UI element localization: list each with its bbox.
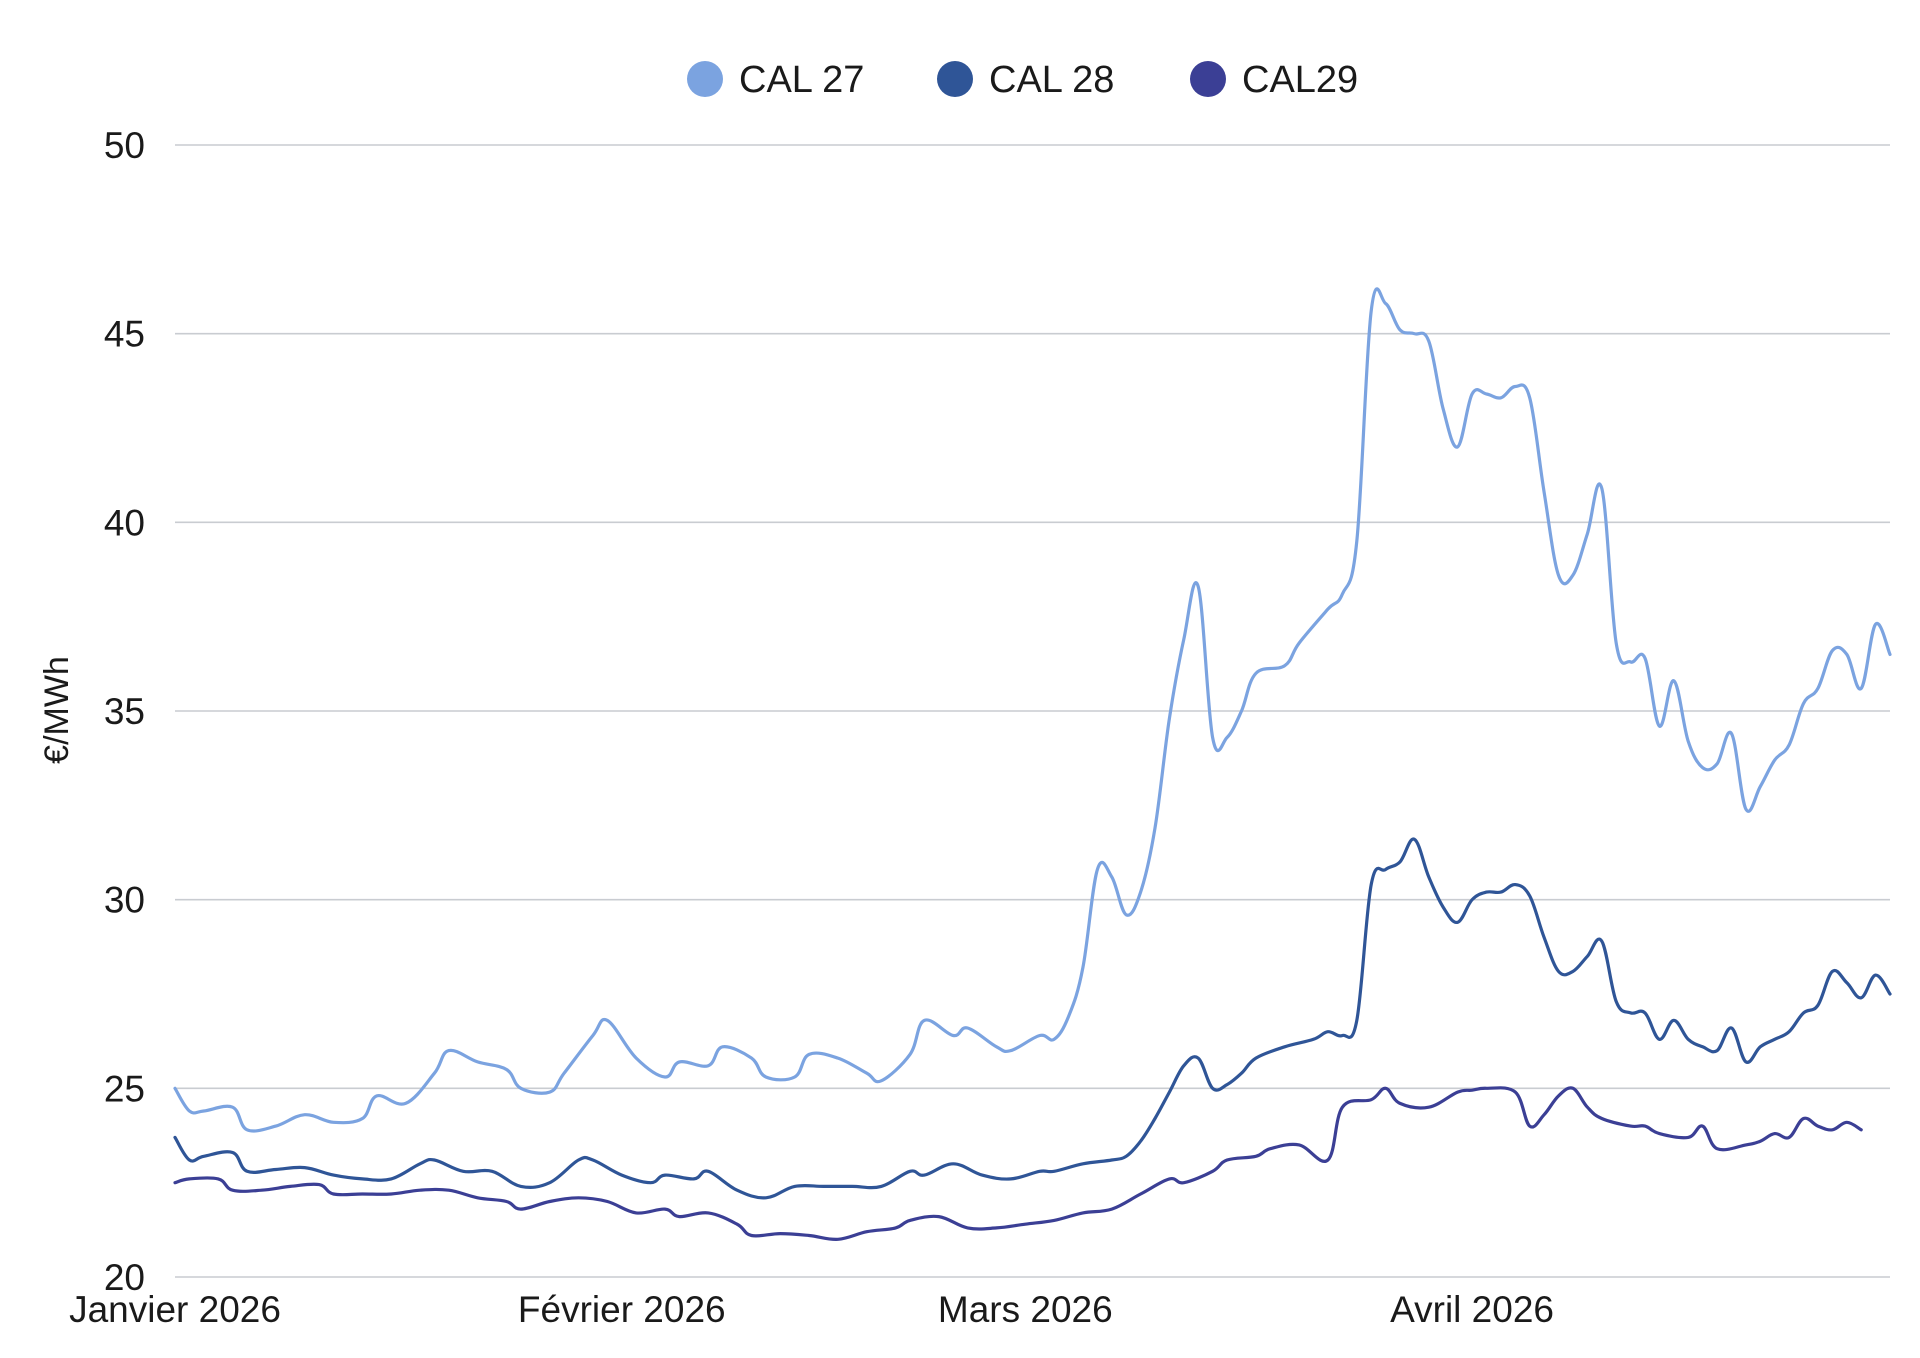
x-tick-label: Mars 2026 [938, 1289, 1113, 1330]
gridlines [175, 144, 1890, 1278]
y-tick-label: 50 [104, 125, 145, 166]
y-tick-label: 45 [104, 314, 145, 355]
legend-label: CAL 28 [989, 59, 1114, 101]
series-line-cal-27 [173, 287, 1892, 1133]
y-tick-label: 40 [104, 502, 145, 543]
y-axis-ticks: 20 25 30 35 40 45 50 [104, 125, 145, 1298]
y-tick-label: 30 [104, 880, 145, 921]
legend-marker [687, 61, 723, 97]
legend-label: CAL29 [1242, 59, 1358, 101]
x-tick-label: Avril 2026 [1390, 1289, 1554, 1330]
legend: CAL 27 CAL 28 CAL29 [687, 59, 1358, 101]
y-tick-label: 35 [104, 691, 145, 732]
legend-label: CAL 27 [739, 59, 864, 101]
legend-marker [1190, 61, 1226, 97]
y-axis-label: €/MWh [38, 656, 76, 764]
y-tick-label: 20 [104, 1257, 145, 1298]
legend-marker [937, 61, 973, 97]
x-axis-ticks: Janvier 2026 Février 2026 Mars 2026 Avril 2… [69, 1289, 1554, 1330]
series-line-cal-28 [173, 837, 1892, 1200]
x-tick-label: Janvier 2026 [69, 1289, 281, 1330]
series-line-cal29 [173, 1086, 1863, 1241]
series-lines [173, 287, 1892, 1241]
x-tick-label: Février 2026 [518, 1289, 726, 1330]
y-tick-label: 25 [104, 1068, 145, 1109]
